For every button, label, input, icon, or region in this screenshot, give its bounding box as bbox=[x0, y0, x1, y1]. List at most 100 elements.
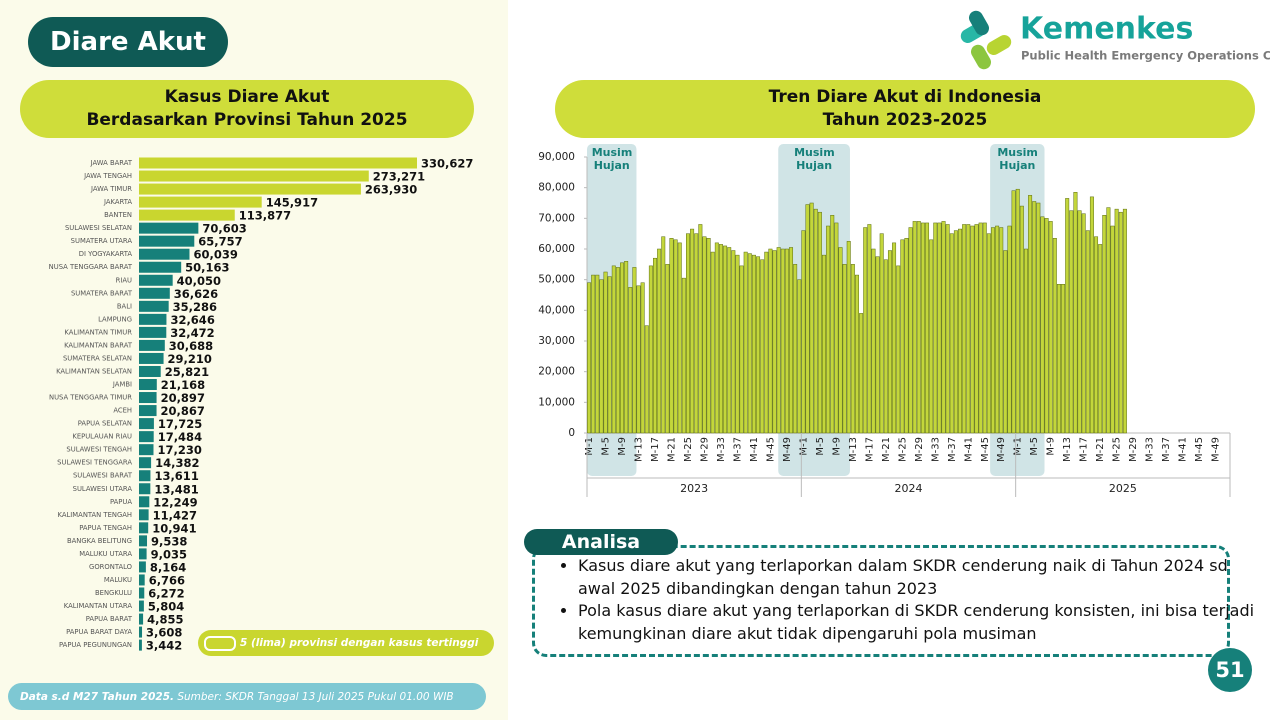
bar bbox=[139, 522, 149, 534]
bar bbox=[822, 254, 826, 434]
y-tick-label: SULAWESI TENGGARA bbox=[57, 459, 132, 467]
bar bbox=[896, 265, 901, 434]
bar bbox=[139, 548, 147, 560]
bar bbox=[139, 196, 262, 208]
bar bbox=[628, 287, 633, 434]
bar bbox=[842, 264, 847, 434]
x-tick-label: M-9 bbox=[617, 437, 628, 456]
bar bbox=[904, 238, 909, 434]
y-tick-label: GORONTALO bbox=[89, 563, 132, 571]
bar bbox=[784, 248, 789, 434]
bar bbox=[694, 233, 699, 434]
analysis-point: Kasus diare akut yang terlaporkan dalam … bbox=[578, 555, 1258, 600]
legend-swatch bbox=[204, 635, 236, 651]
bar bbox=[1065, 198, 1070, 434]
logo-icon bbox=[960, 10, 1012, 70]
y-tick-label: BANGKA BELITUNG bbox=[67, 537, 132, 545]
footer-source: Sumber: SKDR Tanggal 13 Juli 2025 Pukul … bbox=[177, 690, 454, 703]
bar bbox=[139, 444, 154, 456]
y-tick-label: MALUKU bbox=[104, 576, 132, 584]
x-tick-label: M-17 bbox=[1079, 437, 1090, 462]
data-label: 9,035 bbox=[151, 547, 187, 561]
y-tick-label: PAPUA bbox=[110, 498, 132, 506]
bar bbox=[139, 183, 361, 195]
season-label: Musim Hujan bbox=[794, 146, 835, 173]
bar bbox=[912, 221, 917, 434]
bar bbox=[756, 256, 761, 434]
bar bbox=[599, 279, 604, 434]
data-label: 113,877 bbox=[239, 209, 291, 223]
x-tick-label: M-13 bbox=[1062, 437, 1073, 462]
bar bbox=[653, 257, 657, 434]
x-tick-label: M-41 bbox=[963, 437, 974, 462]
bar bbox=[1106, 207, 1111, 434]
x-tick-label: M-33 bbox=[1145, 437, 1156, 462]
y-tick-label: 30,000 bbox=[538, 335, 575, 347]
bar bbox=[1032, 201, 1037, 434]
bar bbox=[1069, 210, 1074, 434]
bar bbox=[718, 244, 723, 434]
trend-chart-title: Tren Diare Akut di Indonesia Tahun 2023-… bbox=[555, 80, 1255, 138]
season-label: Musim Hujan bbox=[997, 146, 1038, 173]
bar bbox=[1110, 225, 1115, 434]
bar bbox=[1015, 188, 1020, 434]
season-band bbox=[587, 144, 637, 476]
data-label: 6,766 bbox=[149, 573, 185, 587]
bar bbox=[139, 418, 154, 430]
bar bbox=[139, 313, 167, 325]
bar bbox=[929, 239, 934, 434]
x-tick-label: M-13 bbox=[848, 437, 859, 462]
bar bbox=[760, 259, 765, 434]
data-label: 60,039 bbox=[193, 248, 237, 262]
bar bbox=[648, 265, 653, 434]
bar bbox=[854, 274, 859, 434]
bar bbox=[723, 245, 728, 434]
bar bbox=[139, 365, 161, 377]
bar bbox=[941, 221, 946, 434]
bar bbox=[702, 236, 707, 434]
x-tick-label: M-33 bbox=[930, 437, 941, 462]
bar bbox=[1122, 208, 1127, 434]
bar bbox=[139, 379, 157, 391]
x-tick-label: M-37 bbox=[732, 437, 743, 462]
bar bbox=[139, 300, 169, 312]
bar bbox=[710, 251, 715, 434]
bar bbox=[611, 265, 616, 434]
season-label: Musim Hujan bbox=[591, 146, 633, 173]
bar bbox=[615, 267, 620, 434]
bar bbox=[139, 613, 144, 625]
data-label: 263,930 bbox=[365, 183, 417, 197]
x-tick-label: M-9 bbox=[1046, 437, 1057, 456]
data-label: 32,472 bbox=[170, 326, 214, 340]
bar bbox=[834, 222, 839, 434]
bar bbox=[970, 225, 975, 434]
data-label: 8,164 bbox=[150, 560, 186, 574]
x-tick-label: M-49 bbox=[1211, 437, 1222, 462]
y-tick-label: BENGKULU bbox=[95, 589, 132, 597]
bar bbox=[636, 285, 641, 434]
bar bbox=[690, 228, 695, 434]
bar bbox=[603, 271, 608, 434]
bar bbox=[1028, 195, 1033, 434]
y-tick-label: KALIMANTAN UTARA bbox=[64, 602, 133, 610]
data-label: 273,271 bbox=[373, 170, 425, 184]
bar bbox=[139, 457, 152, 469]
x-tick-label: M-37 bbox=[947, 437, 958, 462]
bar bbox=[1118, 211, 1123, 434]
analysis-point: Pola kasus diare akut yang terlaporkan d… bbox=[578, 600, 1258, 645]
bar bbox=[1077, 210, 1082, 434]
bar bbox=[978, 222, 983, 434]
bar bbox=[793, 264, 798, 434]
y-tick-label: JAWA TIMUR bbox=[90, 185, 132, 193]
data-label: 13,481 bbox=[154, 482, 198, 496]
bar bbox=[657, 248, 662, 434]
bar bbox=[1114, 208, 1119, 434]
y-tick-label: 90,000 bbox=[538, 151, 575, 163]
y-tick-label: 80,000 bbox=[538, 182, 575, 194]
bar bbox=[139, 209, 235, 221]
bar bbox=[879, 233, 884, 434]
y-tick-label: KALIMANTAN TENGAH bbox=[58, 511, 132, 519]
bar bbox=[887, 250, 892, 434]
data-label: 17,484 bbox=[158, 430, 202, 444]
bar bbox=[933, 222, 938, 434]
